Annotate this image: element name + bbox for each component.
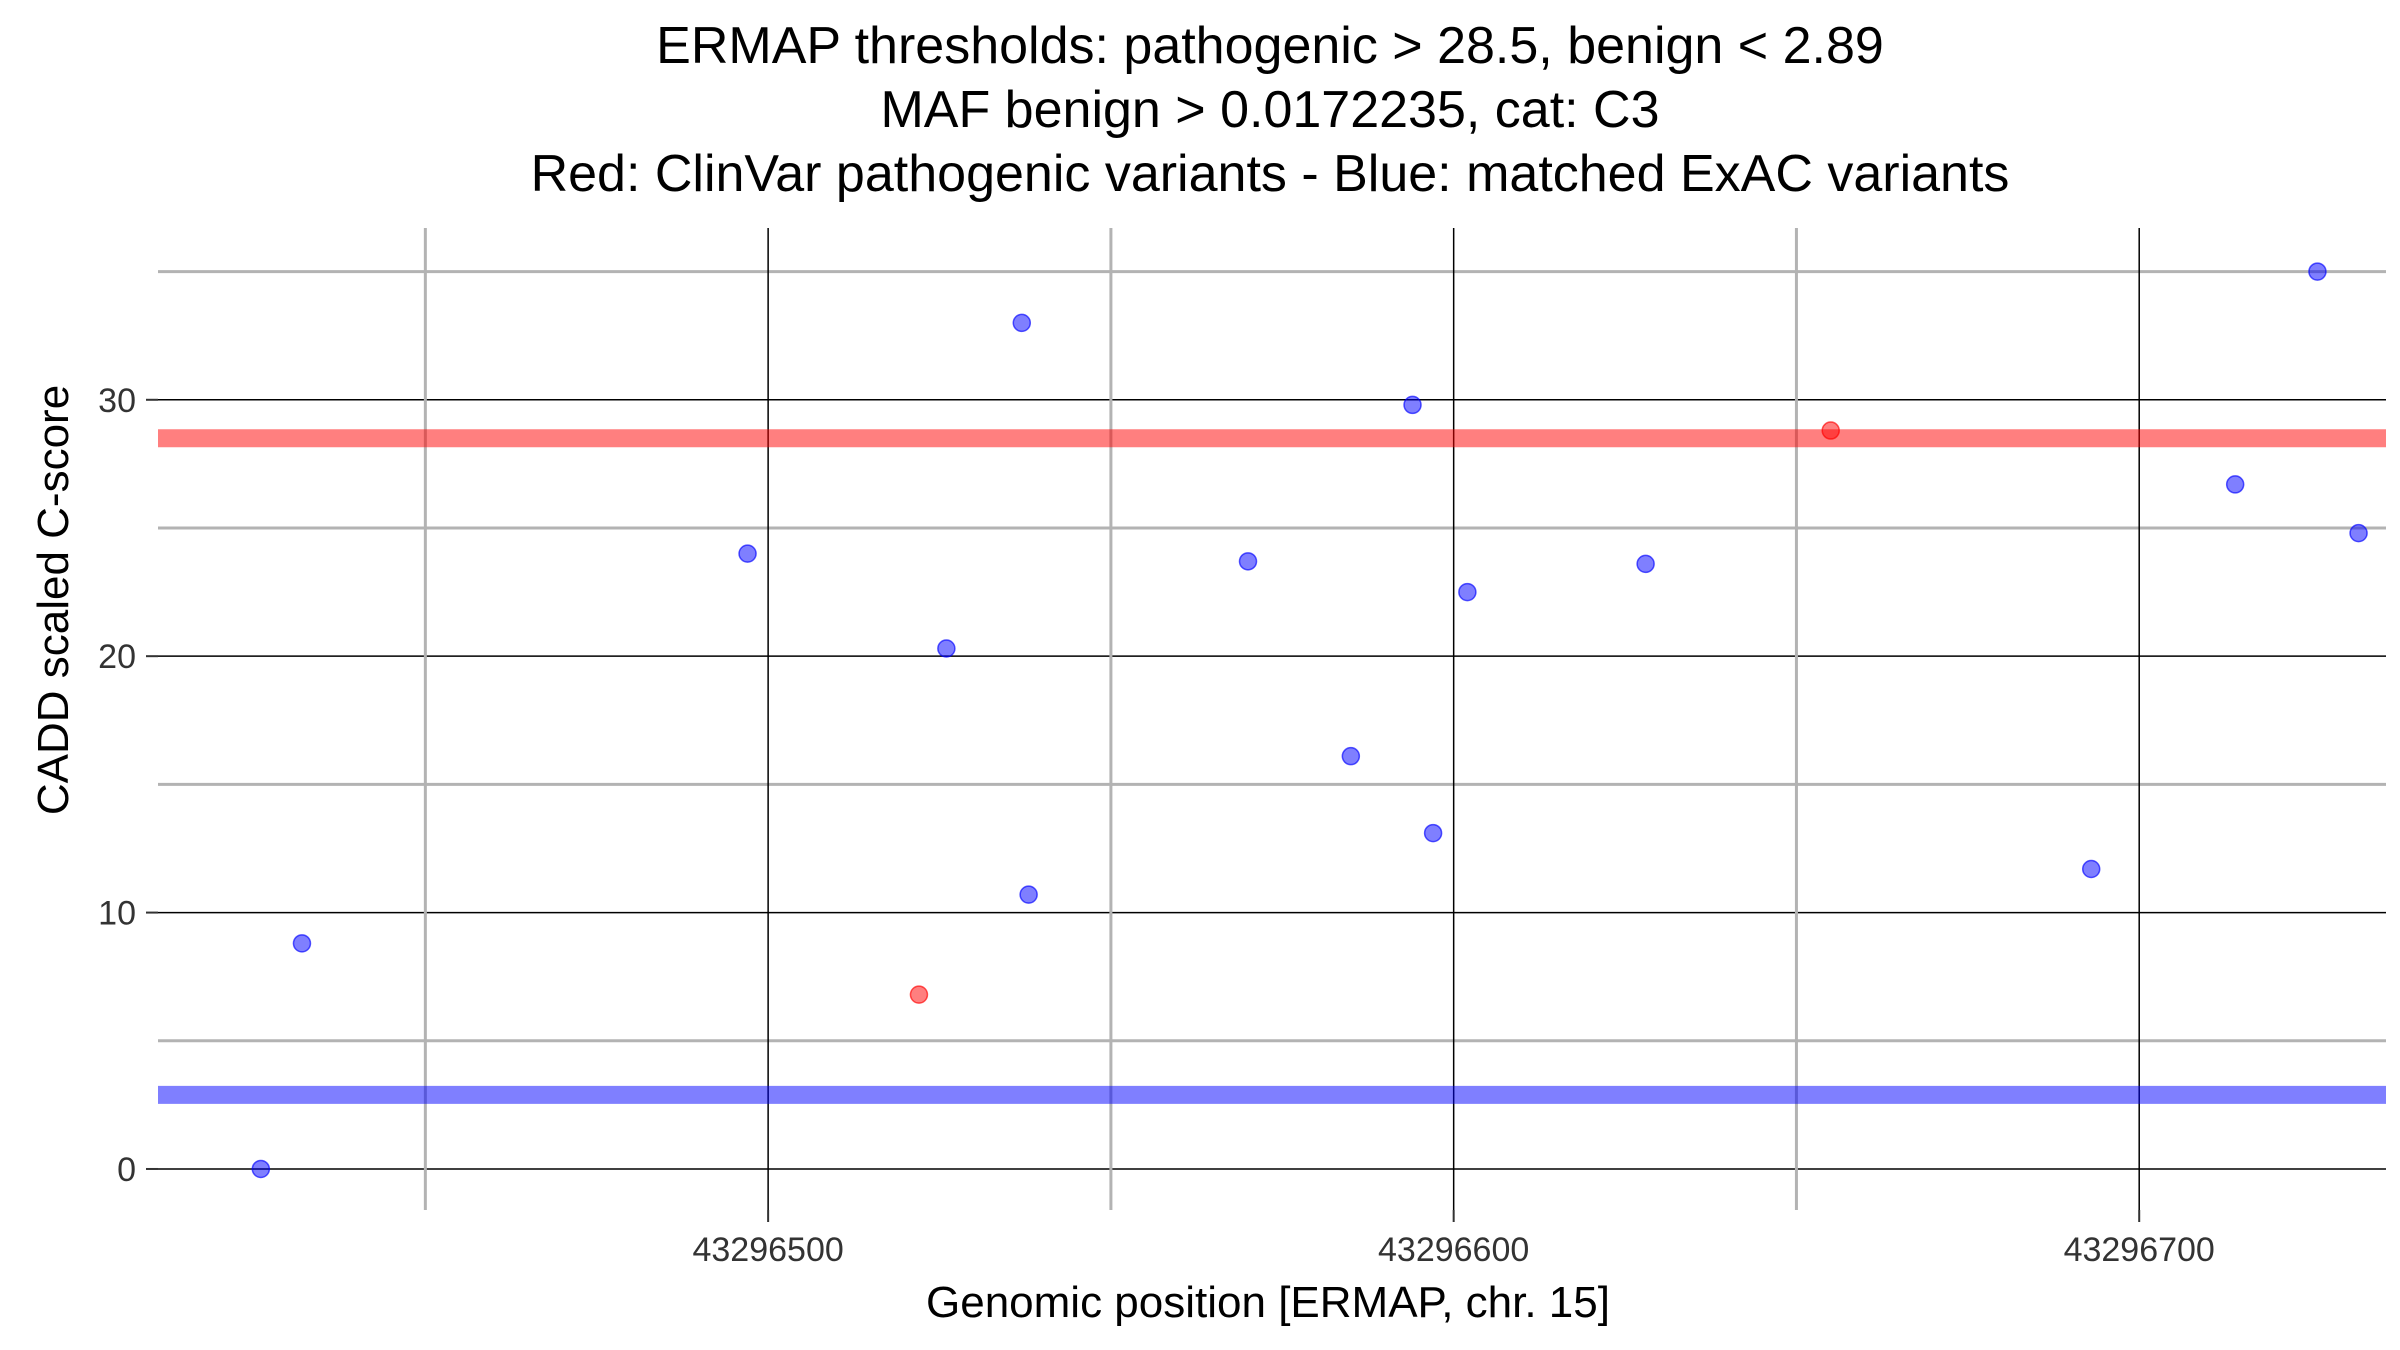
exac-point — [2081, 859, 2101, 879]
exac-point — [937, 639, 956, 658]
chart-title: ERMAP thresholds: pathogenic > 28.5, ben… — [160, 14, 2380, 206]
y-tick-label: 30 — [98, 382, 136, 420]
exac-point — [1458, 582, 1477, 602]
clinvar-point — [909, 985, 929, 1004]
exac-point — [738, 544, 757, 563]
axis-layer: 0 10 20 30 43296500 43296600 43296700 — [98, 382, 2215, 1269]
exac-point — [1403, 395, 1422, 415]
exac-point — [2225, 475, 2245, 494]
x-axis-label: Genomic position [ERMAP, chr. 15] — [926, 1278, 1610, 1327]
x-tick-label: 43296700 — [2064, 1231, 2215, 1269]
point-layer — [251, 262, 2368, 1179]
clinvar-point — [1821, 421, 1840, 440]
y-tick-label: 10 — [98, 895, 136, 933]
exac-point — [1012, 313, 1032, 333]
title-line-3: Red: ClinVar pathogenic variants - Blue:… — [530, 145, 2010, 203]
x-tick-label: 43296600 — [1378, 1231, 1529, 1269]
exac-point — [1423, 823, 1443, 843]
grid-layer — [158, 228, 2386, 1210]
exac-point — [251, 1159, 271, 1179]
exac-point — [1238, 552, 1258, 571]
y-axis-label: CADD scaled C-score — [29, 384, 78, 816]
exac-point — [1341, 746, 1361, 766]
title-line-1: ERMAP thresholds: pathogenic > 28.5, ben… — [656, 17, 1884, 75]
threshold-layer — [158, 429, 2386, 1104]
exac-point — [2308, 262, 2327, 281]
exac-point — [1019, 885, 1038, 904]
exac-point — [1636, 554, 1655, 574]
x-tick-label: 43296500 — [692, 1231, 843, 1269]
exac-point — [2349, 523, 2368, 543]
y-tick-label: 0 — [117, 1151, 136, 1189]
exac-point — [292, 934, 312, 953]
title-line-2: MAF benign > 0.0172235, cat: C3 — [880, 81, 1660, 139]
y-tick-label: 20 — [98, 638, 136, 676]
